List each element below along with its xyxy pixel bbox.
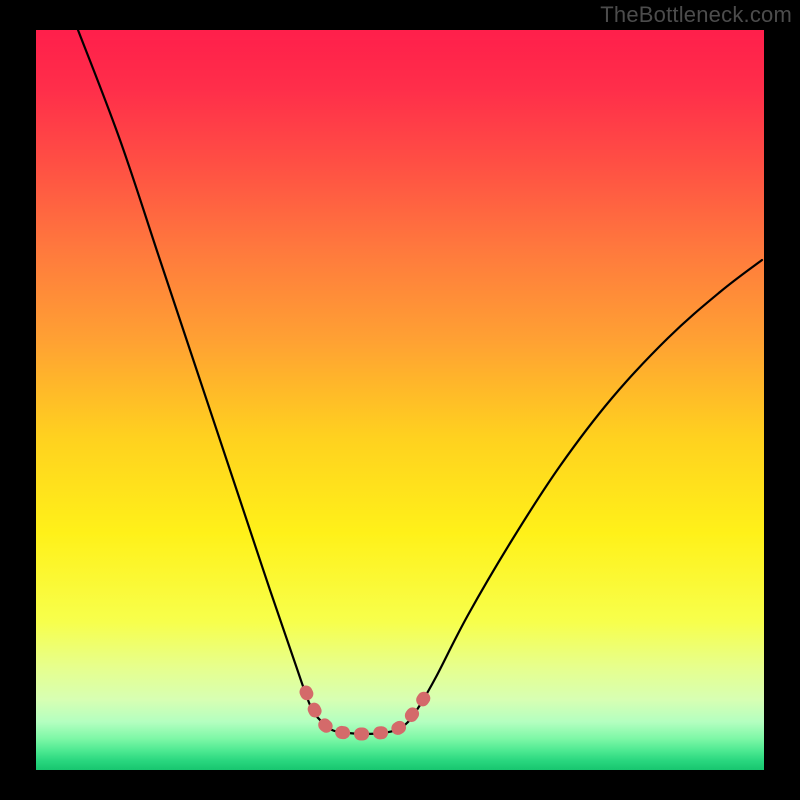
plot-background [36,30,764,770]
bottleneck-chart [0,0,800,800]
watermark-label: TheBottleneck.com [600,2,792,28]
chart-stage: TheBottleneck.com [0,0,800,800]
